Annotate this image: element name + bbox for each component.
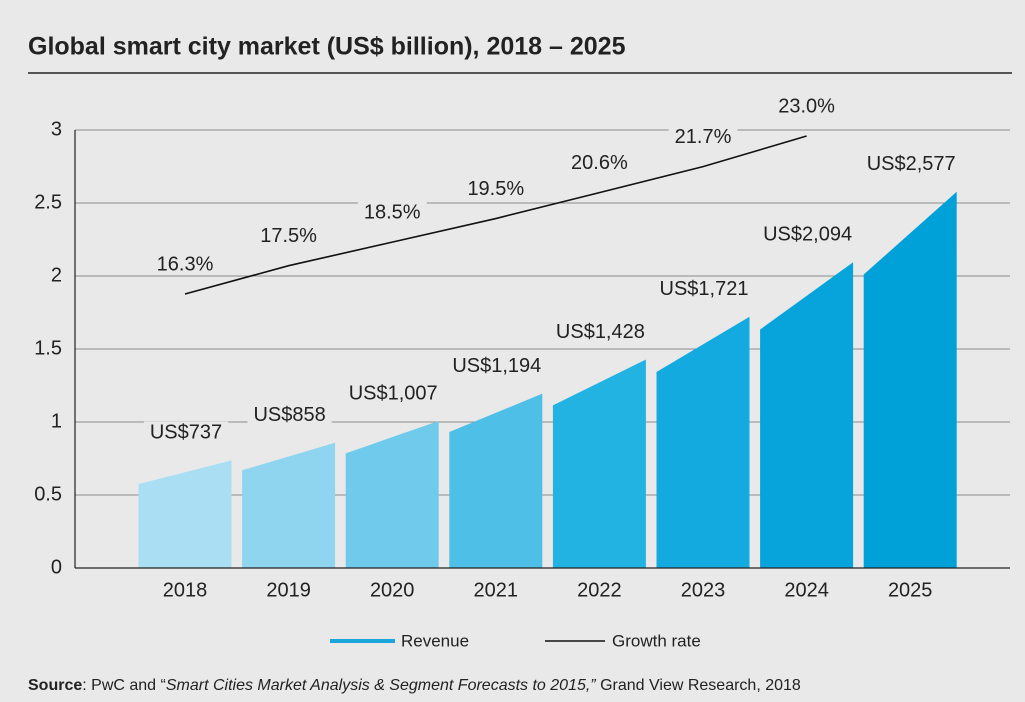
label-background bbox=[772, 95, 842, 118]
legend-label: Growth rate bbox=[612, 631, 701, 650]
source-label: Source bbox=[28, 677, 82, 694]
data-label: 18.5% bbox=[364, 201, 421, 223]
data-label: US$1,721 bbox=[660, 278, 749, 300]
y-tick-label: 3 bbox=[51, 118, 62, 140]
label-background bbox=[357, 201, 427, 224]
bar bbox=[138, 460, 232, 568]
y-tick-label: 2 bbox=[51, 264, 62, 286]
x-tick-label: 2018 bbox=[163, 579, 208, 601]
label-background bbox=[549, 320, 651, 343]
x-tick-label: 2023 bbox=[681, 579, 726, 601]
x-tick-label: 2020 bbox=[370, 579, 415, 601]
data-label: US$737 bbox=[150, 422, 222, 444]
source-text: : PwC and “ bbox=[82, 677, 166, 694]
bar bbox=[552, 359, 646, 568]
data-label: 21.7% bbox=[675, 126, 732, 148]
bar bbox=[656, 316, 750, 568]
y-tick-label: 1 bbox=[51, 410, 62, 432]
bar bbox=[760, 262, 854, 568]
data-label: US$1,194 bbox=[452, 355, 541, 377]
data-label: US$1,007 bbox=[349, 382, 438, 404]
source-title: Smart Cities Market Analysis & Segment F… bbox=[166, 677, 596, 694]
bar bbox=[449, 393, 543, 568]
label-background bbox=[446, 354, 548, 377]
y-tick-label: 1.5 bbox=[34, 337, 62, 359]
label-background bbox=[757, 223, 859, 246]
label-background bbox=[150, 253, 220, 276]
data-label: US$1,428 bbox=[556, 321, 645, 343]
y-tick-label: 2.5 bbox=[34, 191, 62, 213]
data-label: 20.6% bbox=[571, 152, 628, 174]
data-label: 23.0% bbox=[778, 95, 835, 117]
line bbox=[184, 135, 807, 295]
label-background bbox=[461, 177, 531, 200]
bar bbox=[345, 420, 439, 568]
y-tick-label: 0 bbox=[51, 556, 62, 578]
data-label: 19.5% bbox=[467, 178, 524, 200]
label-background bbox=[342, 382, 444, 405]
label-background bbox=[247, 404, 332, 427]
label-background bbox=[860, 153, 962, 176]
chart-title: Global smart city market (US$ billion), … bbox=[28, 33, 626, 61]
label-background bbox=[668, 125, 738, 148]
plot: 0 0.5 1 1.5 2 2.5 3 US$737 US$858 US$1,007 US$1,19… bbox=[34, 95, 1010, 650]
data-label: US$2,577 bbox=[867, 153, 956, 175]
y-tick-label: 0.5 bbox=[34, 483, 62, 505]
data-label: 17.5% bbox=[260, 225, 317, 247]
label-background bbox=[653, 278, 755, 301]
data-label: US$858 bbox=[253, 404, 325, 426]
legend-label: Revenue bbox=[401, 631, 469, 650]
label-background bbox=[565, 151, 634, 174]
data-label: US$2,094 bbox=[763, 224, 852, 246]
bar bbox=[242, 442, 336, 568]
x-tick-label: 2022 bbox=[577, 579, 622, 601]
label-background bbox=[143, 421, 229, 444]
data-label: 16.3% bbox=[157, 253, 214, 275]
x-tick-label: 2021 bbox=[474, 579, 519, 601]
x-tick-label: 2024 bbox=[784, 579, 829, 601]
label-background bbox=[254, 224, 324, 247]
x-tick-label: 2025 bbox=[888, 579, 933, 601]
source-note: Source: PwC and “Smart Cities Market Ana… bbox=[28, 677, 801, 694]
bar bbox=[863, 191, 957, 568]
x-tick-label: 2019 bbox=[266, 579, 311, 601]
source-text: Grand View Research, 2018 bbox=[596, 677, 801, 694]
